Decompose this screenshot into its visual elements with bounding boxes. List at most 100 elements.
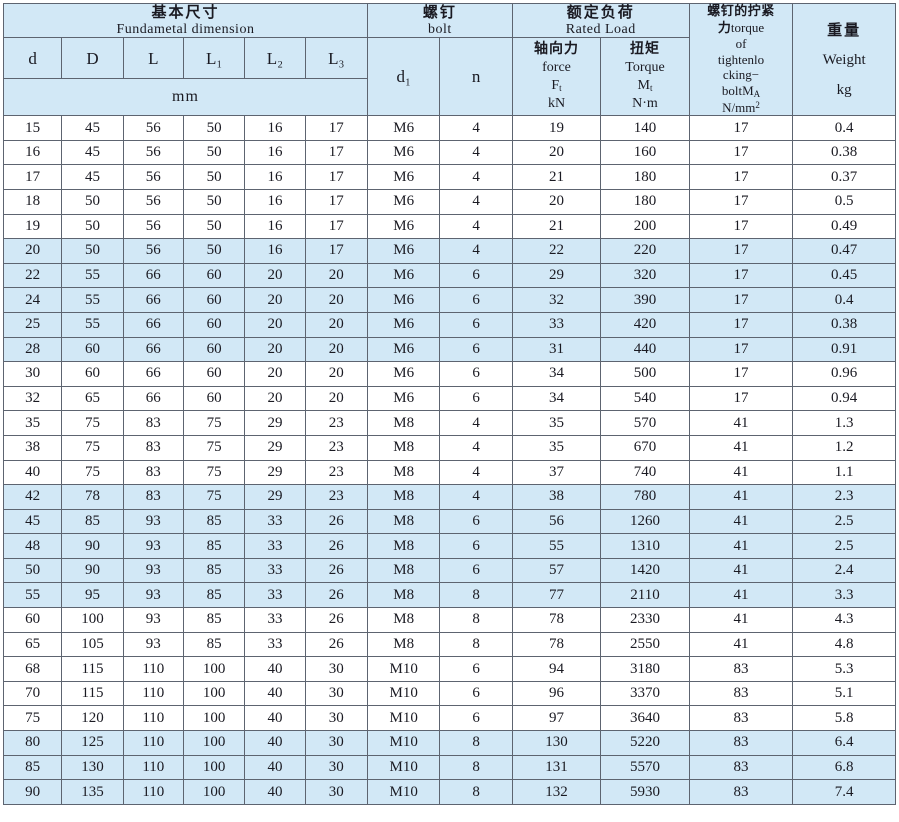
table-row: 85 130 110 100 40 30 M10 8 131 5570 83 6.8 <box>2 754 896 781</box>
cell-Ft: 131 <box>511 754 602 781</box>
cell-d: 45 <box>2 508 63 535</box>
cell-D: 125 <box>61 730 124 756</box>
cell-L2: 29 <box>244 410 306 436</box>
cell-Ft: 34 <box>511 385 602 412</box>
cell-L3: 30 <box>304 656 368 682</box>
cell-d: 16 <box>2 139 63 166</box>
cell-L3: 20 <box>304 311 368 338</box>
header-col-L1: L₁ <box>182 37 246 80</box>
cell-d: 42 <box>2 484 63 510</box>
header-group-row: 基本尺寸 Fundametal dimension 螺钉 bolt 额定负荷 R… <box>3 2 896 117</box>
table-row: 50 90 93 85 33 26 M8 6 57 1420 41 2.4 <box>2 557 896 584</box>
cell-L2: 20 <box>244 311 306 338</box>
cell-n: 8 <box>439 754 513 781</box>
cell-L2: 40 <box>244 680 306 707</box>
header-group-dimension: 基本尺寸 Fundametal dimension <box>3 2 368 39</box>
table-row: 32 65 66 60 20 20 M6 6 34 540 17 0.94 <box>2 385 896 412</box>
cell-L2: 40 <box>244 656 306 682</box>
cell-n: 4 <box>439 410 513 436</box>
cell-n: 4 <box>439 434 513 461</box>
cell-Weight: 1.1 <box>792 459 896 486</box>
header-weight-unit: kg <box>836 81 852 98</box>
cell-L3: 30 <box>304 754 368 781</box>
tighten-torque-line1: 螺钉的拧紧 <box>707 4 775 19</box>
cell-D: 90 <box>61 533 124 559</box>
cell-MA: 83 <box>688 656 794 682</box>
cell-Mt: 5570 <box>600 754 690 781</box>
cell-Weight: 0.38 <box>792 311 896 338</box>
cell-n: 4 <box>439 188 513 215</box>
cell-d: 17 <box>2 164 63 190</box>
cell-L3: 26 <box>304 607 368 633</box>
cell-n: 6 <box>439 287 513 313</box>
cell-D: 95 <box>61 582 124 609</box>
cell-n: 4 <box>439 238 513 264</box>
cell-L2: 33 <box>244 533 306 559</box>
cell-Ft: 37 <box>511 459 602 486</box>
cell-Ft: 96 <box>511 680 602 707</box>
cell-L3: 26 <box>304 508 368 535</box>
cell-n: 6 <box>439 557 513 584</box>
cell-D: 115 <box>61 656 124 682</box>
tighten-torque-line4: tightenlo <box>717 51 765 67</box>
axial-force-symbol-sub: t <box>559 82 562 93</box>
table-row: 25 55 66 60 20 20 M6 6 33 420 17 0.38 <box>2 311 896 338</box>
cell-n: 6 <box>439 361 513 387</box>
cell-Ft: 22 <box>511 238 602 264</box>
cell-L2: 16 <box>244 213 306 240</box>
header-dimension-unit: mm <box>3 78 368 117</box>
table-row: 17 45 56 50 16 17 M6 4 21 180 17 0.37 <box>2 164 896 190</box>
cell-D: 135 <box>61 779 124 805</box>
cell-d1: M6 <box>366 238 441 264</box>
cell-Weight: 0.37 <box>792 164 896 190</box>
cell-L1: 100 <box>182 656 246 682</box>
cell-L1: 75 <box>182 484 246 510</box>
header-weight: 重量 Weight kg <box>792 2 896 117</box>
header-col-axial-force: 轴向力 force Ft kN <box>511 37 602 117</box>
cell-Mt: 140 <box>600 115 690 141</box>
cell-L3: 17 <box>304 213 368 240</box>
cell-L3: 20 <box>304 336 368 363</box>
cell-Ft: 29 <box>511 262 602 289</box>
cell-n: 4 <box>439 484 513 510</box>
cell-L2: 16 <box>244 238 306 264</box>
cell-Weight: 4.8 <box>792 631 896 658</box>
cell-Ft: 97 <box>511 705 602 732</box>
cell-MA: 17 <box>688 262 794 289</box>
cell-Weight: 5.1 <box>792 680 896 707</box>
tighten-torque-line7-sup: 2 <box>755 99 760 110</box>
cell-MA: 41 <box>688 631 794 658</box>
cell-L: 66 <box>122 336 184 363</box>
cell-Ft: 35 <box>511 410 602 436</box>
cell-n: 6 <box>439 705 513 732</box>
cell-d1: M8 <box>366 434 441 461</box>
cell-D: 100 <box>61 607 124 633</box>
cell-MA: 41 <box>688 434 794 461</box>
cell-L3: 17 <box>304 115 368 141</box>
cell-L1: 60 <box>182 262 246 289</box>
cell-MA: 41 <box>688 410 794 436</box>
cell-D: 45 <box>61 164 124 190</box>
cell-L2: 16 <box>244 188 306 215</box>
cell-Weight: 0.47 <box>792 238 896 264</box>
cell-D: 45 <box>61 139 124 166</box>
cell-d: 50 <box>2 557 63 584</box>
cell-Weight: 0.96 <box>792 361 896 387</box>
cell-n: 4 <box>439 213 513 240</box>
axial-force-en: force <box>542 59 571 75</box>
cell-L: 110 <box>122 680 184 707</box>
cell-Weight: 3.3 <box>792 582 896 609</box>
cell-D: 55 <box>61 262 124 289</box>
cell-d1: M10 <box>366 705 441 732</box>
cell-L2: 20 <box>244 336 306 363</box>
cell-Ft: 20 <box>511 139 602 166</box>
table-header: 基本尺寸 Fundametal dimension 螺钉 bolt 额定负荷 R… <box>2 2 896 117</box>
cell-n: 4 <box>439 139 513 166</box>
header-group-dimension-cn: 基本尺寸 <box>151 3 220 21</box>
table-row: 45 85 93 85 33 26 M8 6 56 1260 41 2.5 <box>2 508 896 535</box>
tighten-torque-line3: of <box>735 36 747 52</box>
cell-Ft: 55 <box>511 533 602 559</box>
cell-Weight: 2.5 <box>792 508 896 535</box>
cell-L1: 85 <box>182 607 246 633</box>
cell-L: 93 <box>122 557 184 584</box>
